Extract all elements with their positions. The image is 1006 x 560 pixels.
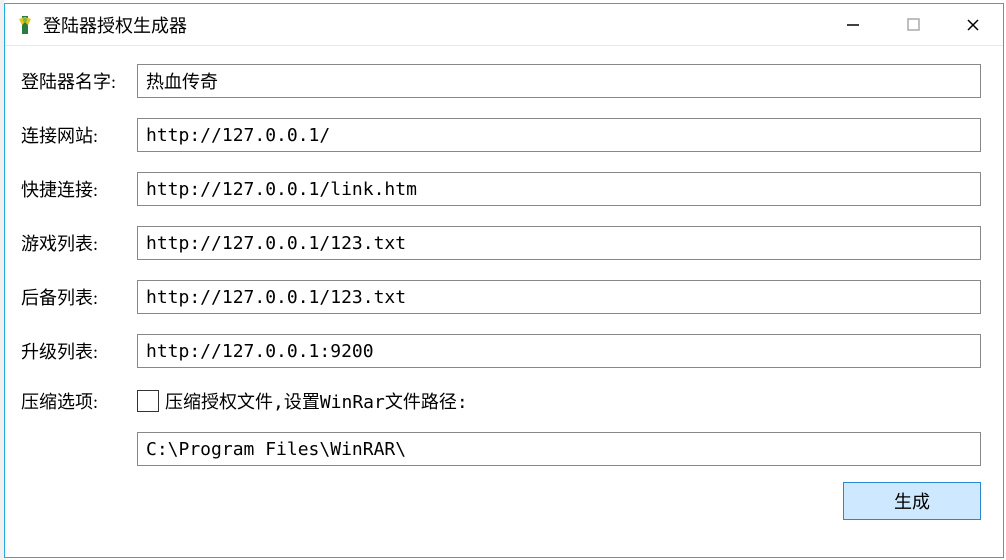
label-upgrade-list: 升级列表: (19, 338, 137, 364)
row-launcher-name: 登陆器名字: (19, 64, 981, 98)
app-icon (15, 15, 35, 35)
label-game-list: 游戏列表: (19, 230, 137, 256)
input-game-list[interactable] (137, 226, 981, 260)
label-backup-list: 后备列表: (19, 284, 137, 310)
row-game-list: 游戏列表: (19, 226, 981, 260)
generate-button[interactable]: 生成 (843, 482, 981, 520)
close-button[interactable] (943, 4, 1003, 45)
compress-checkbox[interactable] (137, 390, 159, 412)
minimize-button[interactable] (823, 4, 883, 45)
client-area: 登陆器名字: 连接网站: 快捷连接: 游戏列表: 后备列表: 升级列表: 压缩选… (5, 46, 1003, 532)
compress-checkbox-wrap: 压缩授权文件,设置WinRar文件路径: (137, 388, 468, 414)
row-backup-list: 后备列表: (19, 280, 981, 314)
label-quick-connect: 快捷连接: (19, 176, 137, 202)
titlebar[interactable]: 登陆器授权生成器 (5, 4, 1003, 46)
row-connect-site: 连接网站: (19, 118, 981, 152)
row-compress-option: 压缩选项: 压缩授权文件,设置WinRar文件路径: (19, 388, 981, 414)
row-quick-connect: 快捷连接: (19, 172, 981, 206)
label-connect-site: 连接网站: (19, 122, 137, 148)
input-launcher-name[interactable] (137, 64, 981, 98)
app-window: 登陆器授权生成器 登陆器名字: 连接网站: 快捷连接: 游戏 (4, 3, 1004, 558)
button-row: 生成 (19, 482, 981, 520)
label-compress-option: 压缩选项: (19, 388, 137, 414)
maximize-button[interactable] (883, 4, 943, 45)
input-winrar-path[interactable] (137, 432, 981, 466)
label-launcher-name: 登陆器名字: (19, 68, 137, 94)
input-connect-site[interactable] (137, 118, 981, 152)
titlebar-controls (823, 4, 1003, 45)
compress-checkbox-label: 压缩授权文件,设置WinRar文件路径: (165, 388, 468, 414)
input-backup-list[interactable] (137, 280, 981, 314)
generate-button-label: 生成 (894, 488, 930, 514)
input-quick-connect[interactable] (137, 172, 981, 206)
row-winrar-path (19, 432, 981, 466)
window-title: 登陆器授权生成器 (43, 12, 823, 38)
input-upgrade-list[interactable] (137, 334, 981, 368)
row-upgrade-list: 升级列表: (19, 334, 981, 368)
